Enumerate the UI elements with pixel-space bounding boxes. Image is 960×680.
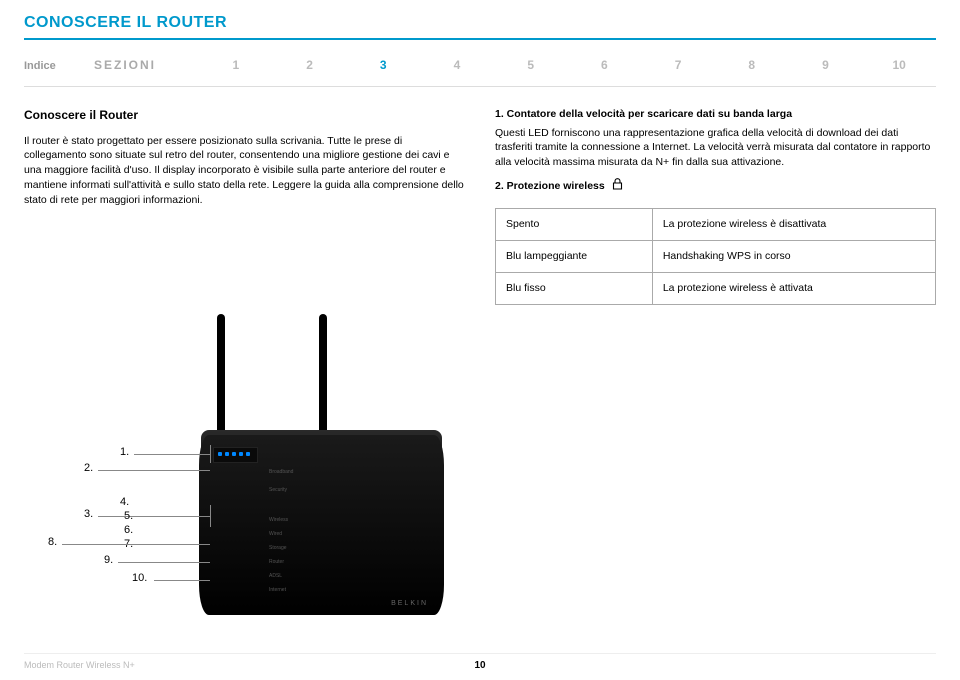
callout-8: 8. bbox=[48, 536, 57, 548]
nav-num-6[interactable]: 6 bbox=[568, 58, 642, 72]
nav-num-3[interactable]: 3 bbox=[346, 58, 420, 72]
nav-num-5[interactable]: 5 bbox=[494, 58, 568, 72]
antenna-icon bbox=[319, 314, 327, 444]
callout-4: 4. bbox=[120, 496, 129, 508]
table-row: SpentoLa protezione wireless è disattiva… bbox=[496, 209, 936, 241]
nav-num-8[interactable]: 8 bbox=[715, 58, 789, 72]
section2-heading: 2. Protezione wireless bbox=[495, 180, 605, 192]
footer-page-number: 10 bbox=[474, 660, 485, 671]
nav-num-2[interactable]: 2 bbox=[273, 58, 347, 72]
callout-9: 9. bbox=[104, 554, 113, 566]
table-cell: Blu lampeggiante bbox=[496, 241, 653, 273]
brand-label: BELKIN bbox=[391, 600, 428, 607]
page-title: CONOSCERE IL ROUTER bbox=[24, 14, 936, 32]
nav-sezioni-label: SEZIONI bbox=[94, 58, 199, 72]
callout-3: 3. bbox=[84, 508, 93, 520]
panel-label: Internet bbox=[269, 587, 286, 593]
nav-num-7[interactable]: 7 bbox=[641, 58, 715, 72]
nav-num-9[interactable]: 9 bbox=[789, 58, 863, 72]
footer-product: Modem Router Wireless N+ bbox=[24, 660, 135, 670]
callout-line bbox=[98, 516, 210, 517]
section2-heading-row: 2. Protezione wireless bbox=[495, 178, 936, 195]
panel-label: Storage bbox=[269, 545, 287, 551]
led-row bbox=[213, 447, 258, 463]
nav-num-4[interactable]: 4 bbox=[420, 58, 494, 72]
callout-line bbox=[154, 580, 210, 581]
nav-indice-link[interactable]: Indice bbox=[24, 60, 94, 72]
panel-label: Wired bbox=[269, 531, 282, 537]
panel-label: ADSL bbox=[269, 573, 282, 579]
table-cell: La protezione wireless è disattivata bbox=[652, 209, 935, 241]
table-row: Blu lampeggianteHandshaking WPS in corso bbox=[496, 241, 936, 273]
nav-numbers: 1 2 3 4 5 6 7 8 9 10 bbox=[199, 58, 936, 72]
page-header: CONOSCERE IL ROUTER bbox=[0, 0, 960, 48]
panel-label: Wireless bbox=[269, 517, 288, 523]
table-cell: La protezione wireless è attivata bbox=[652, 272, 935, 304]
callout-line bbox=[62, 544, 210, 545]
nav-num-1[interactable]: 1 bbox=[199, 58, 273, 72]
panel-label: Broadband bbox=[269, 469, 293, 475]
page-footer: Modem Router Wireless N+ 10 bbox=[24, 653, 936, 670]
table-cell: Blu fisso bbox=[496, 272, 653, 304]
callout-line bbox=[118, 562, 210, 563]
callout-line bbox=[210, 505, 211, 527]
callout-line bbox=[134, 454, 210, 455]
router-body: Broadband Security Wireless Wired Storag… bbox=[199, 435, 444, 615]
lock-icon bbox=[612, 178, 623, 195]
table-cell: Spento bbox=[496, 209, 653, 241]
table-row: Blu fissoLa protezione wireless è attiva… bbox=[496, 272, 936, 304]
router-image: Broadband Security Wireless Wired Storag… bbox=[199, 310, 444, 620]
panel-label: Router bbox=[269, 559, 284, 565]
callout-10: 10. bbox=[132, 572, 147, 584]
table-cell: Handshaking WPS in corso bbox=[652, 241, 935, 273]
router-diagram: Broadband Security Wireless Wired Storag… bbox=[24, 310, 464, 630]
right-column: 1. Contatore della velocità per scaricar… bbox=[495, 107, 936, 305]
wireless-protection-table: SpentoLa protezione wireless è disattiva… bbox=[495, 208, 936, 304]
section-nav: Indice SEZIONI 1 2 3 4 5 6 7 8 9 10 bbox=[0, 48, 960, 86]
callout-line bbox=[210, 445, 211, 463]
antenna-icon bbox=[217, 314, 225, 444]
callout-1: 1. bbox=[120, 446, 129, 458]
callout-2: 2. bbox=[84, 462, 93, 474]
callout-6: 6. bbox=[124, 524, 133, 536]
callout-5: 5. bbox=[124, 510, 133, 522]
section1-heading: 1. Contatore della velocità per scaricar… bbox=[495, 107, 936, 122]
footer-spacer bbox=[933, 660, 936, 670]
content-columns: Conoscere il Router Il router è stato pr… bbox=[0, 87, 960, 305]
panel-label: Security bbox=[269, 487, 287, 493]
left-body: Il router è stato progettato per essere … bbox=[24, 134, 465, 207]
title-rule bbox=[24, 38, 936, 40]
callout-line bbox=[98, 470, 210, 471]
nav-num-10[interactable]: 10 bbox=[862, 58, 936, 72]
section1-body: Questi LED forniscono una rappresentazio… bbox=[495, 126, 936, 170]
left-column: Conoscere il Router Il router è stato pr… bbox=[24, 107, 465, 305]
left-subtitle: Conoscere il Router bbox=[24, 107, 465, 124]
led-speed-block bbox=[213, 447, 258, 465]
